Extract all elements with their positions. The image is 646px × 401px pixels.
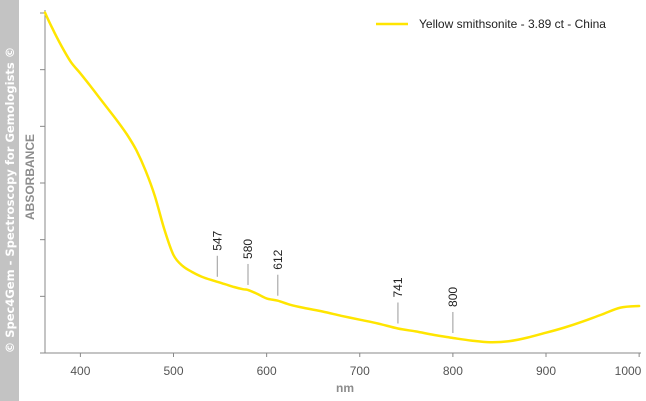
watermark-sidebar: © Spec4Gem - Spectroscopy for Gemologist… xyxy=(0,0,19,401)
annotation-label: 580 xyxy=(241,239,255,259)
x-tick-label: 800 xyxy=(443,364,463,378)
annotation-label: 547 xyxy=(210,230,224,250)
series-line xyxy=(43,11,641,344)
x-tick-label: 900 xyxy=(536,364,556,378)
series-layer xyxy=(43,11,641,344)
x-tick-label: 400 xyxy=(70,364,90,378)
annotation-label: 800 xyxy=(446,287,460,307)
x-tick-label: 500 xyxy=(163,364,183,378)
legend: Yellow smithsonite - 3.89 ct - China xyxy=(376,17,606,31)
peak-annotations: 547 580 612 741 800 xyxy=(210,230,460,333)
legend-entry: Yellow smithsonite - 3.89 ct - China xyxy=(419,17,606,31)
x-axis-label: nm xyxy=(336,381,354,395)
y-axis-ticks xyxy=(40,12,45,354)
x-tick-label: 600 xyxy=(257,364,277,378)
y-axis-label: ABSORBANCE xyxy=(23,134,37,220)
x-axis-ticks: 400 500 600 700 800 900 1000 xyxy=(70,353,642,378)
annotation-label: 612 xyxy=(271,249,285,269)
x-tick-label: 1000 xyxy=(615,364,642,378)
x-tick-label: 700 xyxy=(350,364,370,378)
annotation-label: 741 xyxy=(391,277,405,297)
